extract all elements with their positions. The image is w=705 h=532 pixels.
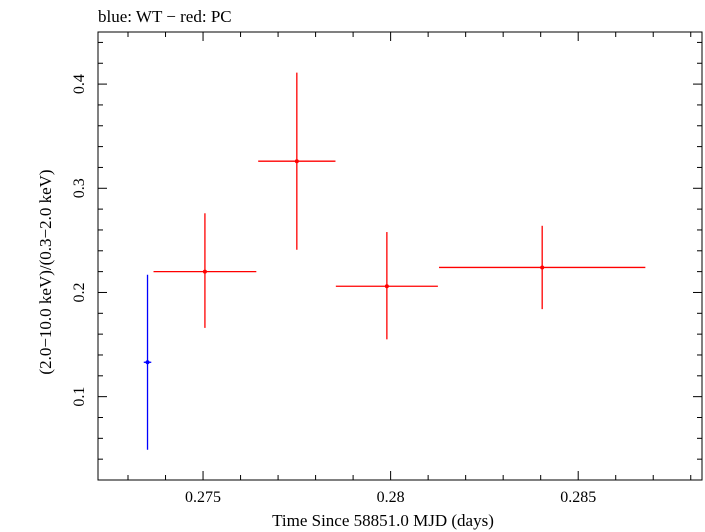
x-tick-label: 0.28 — [377, 489, 405, 506]
chart-title: blue: WT − red: PC — [98, 7, 232, 26]
plot-frame — [97, 31, 703, 481]
data-marker — [384, 284, 389, 289]
data-marker — [202, 269, 207, 274]
data-point — [143, 274, 152, 450]
y-tick-label: 0.1 — [71, 387, 88, 407]
x-axis-label: Time Since 58851.0 MJD (days) — [272, 511, 494, 530]
x-tick-label: 0.275 — [185, 489, 221, 506]
y-tick-label: 0.2 — [71, 282, 88, 302]
data-point — [153, 213, 257, 328]
data-point — [335, 232, 438, 340]
data-point — [258, 72, 336, 250]
data-marker — [294, 159, 299, 164]
y-axis: 0.1 0.2 0.3 0.4 — [71, 41, 702, 481]
x-axis: 0.275 0.28 0.285 — [127, 32, 692, 506]
data-marker — [145, 360, 150, 365]
data-points — [143, 72, 646, 450]
y-axis-label: (2.0−10.0 keV)/(0.3−2.0 keV) — [36, 169, 55, 374]
data-point — [439, 225, 646, 310]
y-tick-label: 0.4 — [71, 74, 88, 94]
y-tick-label: 0.3 — [71, 178, 88, 198]
data-marker — [540, 265, 545, 270]
x-tick-label: 0.285 — [560, 489, 596, 506]
